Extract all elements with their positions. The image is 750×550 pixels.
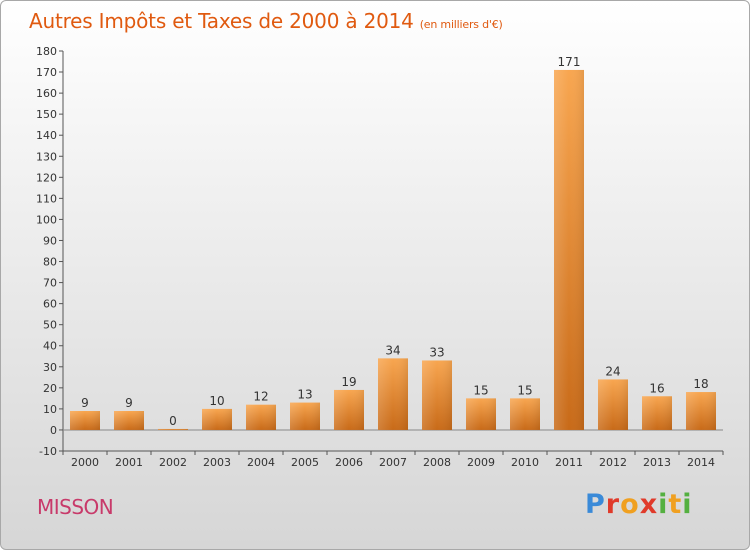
bar-shade-2012 <box>598 379 628 430</box>
y-tick-label: 60 <box>43 298 57 311</box>
bar-shade-2009 <box>466 398 496 430</box>
y-tick-label: 90 <box>43 234 57 247</box>
data-label-2009: 15 <box>473 383 488 397</box>
data-label-2013: 16 <box>649 381 664 395</box>
data-label-2005: 13 <box>297 388 312 402</box>
y-tick-label: 80 <box>43 256 57 269</box>
chart-title-text: Autres Impôts et Taxes de 2000 à 2014 <box>29 9 414 33</box>
bar-shade-2000 <box>70 411 100 430</box>
data-label-2010: 15 <box>517 383 532 397</box>
y-tick-label: 170 <box>36 66 57 79</box>
x-tick-label-2007: 2007 <box>379 456 407 469</box>
x-tick-label-2000: 2000 <box>71 456 99 469</box>
bar-shade-2004 <box>246 404 276 430</box>
x-tick-label-2011: 2011 <box>555 456 583 469</box>
data-label-2006: 19 <box>341 375 356 389</box>
data-label-2007: 34 <box>385 343 400 357</box>
x-tick-label-2013: 2013 <box>643 456 671 469</box>
data-label-2008: 33 <box>429 345 444 359</box>
bar-shade-2005 <box>290 402 320 430</box>
x-tick-label-2005: 2005 <box>291 456 319 469</box>
y-tick-label: 70 <box>43 277 57 290</box>
y-tick-label: 130 <box>36 150 57 163</box>
bar-shade-2002 <box>158 428 188 430</box>
data-label-2000: 9 <box>81 396 89 410</box>
bar-shade-2001 <box>114 411 144 430</box>
data-label-2011: 171 <box>558 55 581 69</box>
x-tick-label-2004: 2004 <box>247 456 275 469</box>
y-tick-label: 160 <box>36 87 57 100</box>
x-tick-label-2009: 2009 <box>467 456 495 469</box>
y-tick-label: 40 <box>43 340 57 353</box>
x-tick-label-2014: 2014 <box>687 456 715 469</box>
x-tick-label-2008: 2008 <box>423 456 451 469</box>
chart-bars: 9 9 0 10 12 13 19 34 33 15 15 171 24 16 18 <box>70 55 716 430</box>
x-tick-label-2010: 2010 <box>511 456 539 469</box>
bar-shade-2007 <box>378 358 408 430</box>
y-tick-label: 120 <box>36 171 57 184</box>
y-tick-label: 0 <box>50 424 57 437</box>
y-tick-label: 10 <box>43 403 57 416</box>
bar-shade-2013 <box>642 396 672 430</box>
x-tick-label-2003: 2003 <box>203 456 231 469</box>
data-label-2012: 24 <box>605 364 620 378</box>
y-tick-label: 50 <box>43 319 57 332</box>
data-label-2014: 18 <box>693 377 708 391</box>
chart-title: Autres Impôts et Taxes de 2000 à 2014 (en… <box>29 9 503 33</box>
bar-shade-2003 <box>202 408 232 430</box>
bar-shade-2010 <box>510 398 540 430</box>
y-tick-label: 140 <box>36 129 57 142</box>
data-label-2004: 12 <box>253 390 268 404</box>
data-label-2002: 0 <box>169 414 177 428</box>
data-label-2003: 10 <box>209 394 224 408</box>
bar-shade-2008 <box>422 360 452 430</box>
y-tick-label: 20 <box>43 382 57 395</box>
chart-axes: -100102030405060708090100110120130140150… <box>36 45 724 469</box>
y-tick-label: 180 <box>36 45 57 58</box>
y-tick-label: 100 <box>36 213 57 226</box>
y-tick-label: 30 <box>43 361 57 374</box>
y-tick-label: -10 <box>39 445 57 458</box>
x-tick-label-2006: 2006 <box>335 456 363 469</box>
x-tick-label-2001: 2001 <box>115 456 143 469</box>
x-tick-label-2012: 2012 <box>599 456 627 469</box>
y-tick-label: 110 <box>36 192 57 205</box>
bar-shade-2006 <box>334 389 364 430</box>
data-label-2001: 9 <box>125 396 133 410</box>
bar-shade-2011 <box>554 69 584 430</box>
x-tick-label-2002: 2002 <box>159 456 187 469</box>
y-tick-label: 150 <box>36 108 57 121</box>
bar-shade-2014 <box>686 392 716 430</box>
commune-name: MISSON <box>37 495 114 519</box>
chart-subtitle: (en milliers d'€) <box>419 18 503 31</box>
proxiti-logo[interactable]: Proxiti <box>585 489 693 520</box>
